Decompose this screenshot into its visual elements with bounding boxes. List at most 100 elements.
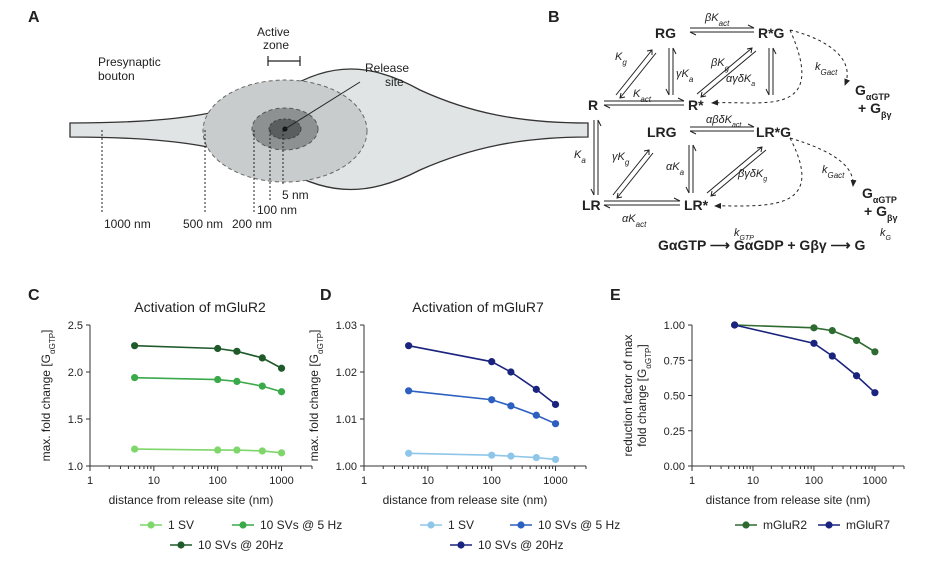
state-RstarG: R*G — [758, 25, 785, 41]
data-point — [258, 447, 266, 455]
series-line-1 — [734, 324, 876, 394]
rate-kGact-2: kGact — [822, 164, 845, 180]
distance-200nm: 200 nm — [232, 217, 272, 231]
x-axis-label: distance from release site (nm) — [706, 493, 871, 507]
legend-marker — [427, 521, 435, 529]
rate-bgdKg: βγδKg — [737, 168, 767, 183]
series-line-2 — [408, 344, 557, 406]
data-point — [532, 385, 540, 393]
x-tick-label: 10 — [422, 475, 434, 487]
data-point — [214, 446, 222, 454]
data-point — [532, 453, 540, 462]
y-axis-label: max. fold change [GαGTP] — [39, 330, 57, 462]
y-tick-label: 1.00 — [336, 461, 357, 473]
x-tick-label: 10 — [148, 475, 160, 487]
legend-marker — [239, 521, 247, 529]
legend-label: 10 SVs @ 5 Hz — [538, 518, 620, 532]
data-point — [488, 451, 496, 459]
data-point — [277, 364, 286, 372]
activation-arrow-2 — [789, 137, 857, 187]
y-tick-label: 1.5 — [68, 414, 83, 426]
panel-b: B RG R*G R R* LRG LR*G LR LR* — [548, 9, 897, 253]
data-point — [488, 358, 496, 366]
data-point — [131, 342, 139, 350]
y-tick-label: 0.75 — [664, 355, 685, 367]
data-point — [828, 327, 836, 335]
legend-label: 10 SVs @ 5 Hz — [260, 518, 342, 532]
data-point — [488, 396, 496, 404]
data-point — [871, 348, 879, 356]
x-axis-label: distance from release site (nm) — [109, 493, 274, 507]
state-LRstarG: LR*G — [756, 124, 791, 140]
state-LRstar: LR* — [684, 197, 709, 213]
bouton-label-2: bouton — [98, 69, 135, 83]
data-point — [852, 336, 861, 345]
x-tick-label: 100 — [209, 475, 227, 487]
rate-gKa: γKa — [676, 68, 694, 84]
x-tick-label: 100 — [483, 475, 501, 487]
y-tick-label: 2.0 — [68, 367, 83, 379]
chart-mglur7: 1.00 1.01 1.02 1.03 1 10 100 1000 distance from … — [307, 299, 620, 552]
data-point — [828, 352, 836, 360]
rate-kGTP: kGTP — [734, 227, 754, 242]
distance-500nm: 500 nm — [183, 217, 223, 231]
state-LR: LR — [582, 197, 601, 213]
data-point — [507, 368, 515, 376]
rate-abdKact: αβδKact — [706, 114, 742, 129]
release-site-pointer — [284, 81, 361, 130]
rate-Kact: Kact — [633, 88, 652, 104]
release-site-label-2: site — [385, 75, 404, 89]
x-tick-label: 100 — [805, 475, 823, 487]
panel-a: A Presynaptic bouton Active zone Release… — [28, 9, 589, 231]
y-tick-label: 0.50 — [664, 391, 685, 403]
x-tick-label: 1 — [689, 475, 695, 487]
data-point — [551, 420, 560, 428]
rate-Kg: Kg — [615, 51, 627, 67]
rate-aKa: αKa — [666, 161, 685, 177]
rate-gKg: γKg — [612, 151, 630, 167]
legend-label: 10 SVs @ 20Hz — [198, 538, 284, 552]
data-point — [551, 400, 560, 409]
legend-label: mGluR2 — [763, 518, 807, 532]
data-point — [214, 375, 222, 384]
data-point — [405, 387, 413, 395]
data-point — [507, 402, 515, 410]
return-arrow-2 — [714, 137, 803, 209]
panel-b-label: B — [548, 9, 560, 26]
data-point — [233, 377, 241, 385]
data-point — [277, 449, 286, 457]
y-tick-label: 1.02 — [336, 367, 357, 379]
distance-100nm: 100 nm — [257, 203, 297, 217]
data-point — [405, 342, 413, 350]
data-point — [731, 321, 739, 329]
distance-5nm: 5 nm — [282, 188, 309, 202]
legend-label: 1 SV — [448, 518, 474, 532]
x-tick-label: 10 — [747, 475, 759, 487]
product-Gbg-2: + Gβγ — [864, 203, 897, 223]
state-Rstar: R* — [688, 97, 704, 113]
gtp-hydrolysis-reaction: GαGTP ⟶ GαGDP + Gβγ ⟶ G — [658, 237, 866, 253]
data-point — [214, 344, 222, 353]
rate-kGact-1: kGact — [815, 61, 838, 77]
data-point — [852, 372, 861, 380]
state-LRG: LRG — [647, 124, 677, 140]
x-tick-label: 1000 — [543, 475, 567, 487]
x-axis-label: distance from release site (nm) — [383, 493, 548, 507]
chart-title: Activation of mGluR2 — [134, 299, 266, 315]
x-tick-label: 1 — [87, 475, 93, 487]
data-point — [551, 455, 560, 464]
product-GaGTP-2: GαGTP — [862, 185, 897, 205]
data-point — [810, 339, 818, 347]
product-GaGTP-1: GαGTP — [855, 82, 890, 102]
product-Gbg-1: + Gβγ — [858, 100, 891, 120]
rate-bKg: βKg — [710, 57, 730, 73]
legend-marker — [517, 521, 525, 529]
y-tick-label: 2.5 — [68, 320, 83, 332]
legend-label: 1 SV — [168, 518, 194, 532]
legend-marker — [825, 521, 833, 529]
y-axis-label-line2: fold change [GαGTP] — [635, 344, 653, 446]
rate-Ka: Ka — [574, 149, 586, 165]
data-point — [871, 389, 879, 397]
panel-a-label: A — [28, 9, 40, 26]
return-arrow-1 — [711, 29, 803, 106]
